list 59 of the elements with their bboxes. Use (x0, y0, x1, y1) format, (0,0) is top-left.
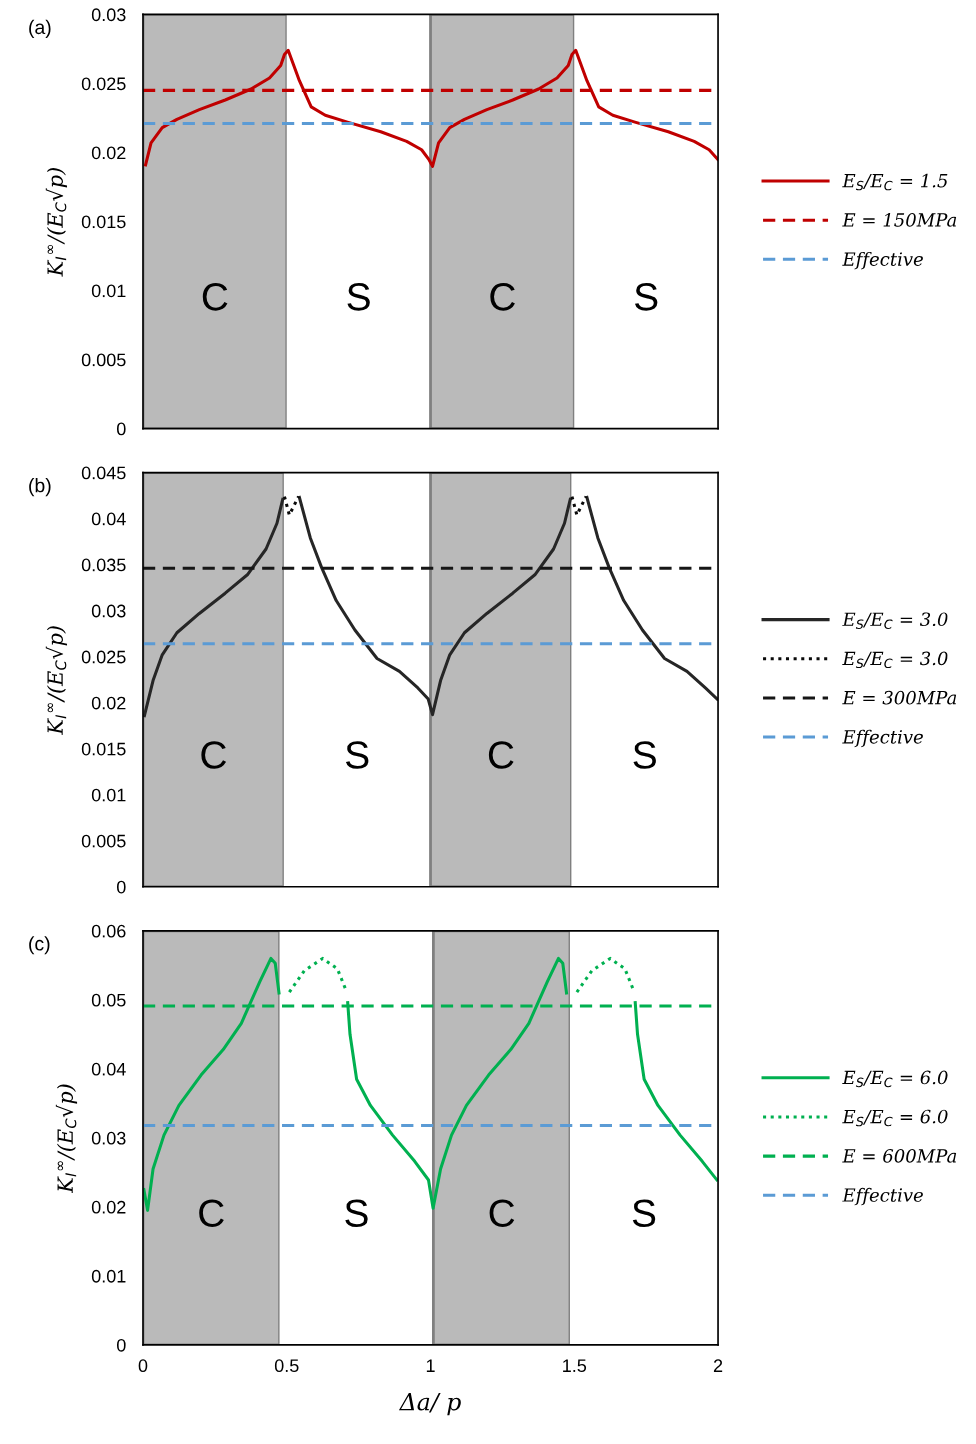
y-axis-title: K$_{I}$$^{∞}$/(E$_{C}$√p) (45, 168, 68, 277)
text: (b) (29, 478, 51, 497)
y-axis-title: K$_{I}$$^{∞}$/(E$_{C}$√p) (55, 1084, 78, 1194)
x-axis-title: Δa/ p (398, 1393, 461, 1416)
y-tick-label: 0.025 (81, 650, 126, 664)
text: (c) (29, 936, 50, 955)
band-label: C (202, 283, 228, 311)
legend-label: Effective (842, 729, 923, 748)
x-tick-label: 2 (713, 1359, 723, 1372)
legend-label: E = 300MPa (842, 690, 957, 705)
band-label: C (199, 1199, 224, 1227)
band-label: S (633, 741, 656, 769)
band-label: S (632, 1199, 656, 1227)
y-tick-label: 0.02 (91, 1200, 126, 1214)
legend-label: E$_{S}$/E$_{C}$ = 6.0 (842, 1109, 948, 1127)
y-tick-label: 0.03 (91, 1131, 126, 1145)
legend-label: E$_{S}$/E$_{C}$ = 3.0 (842, 612, 948, 629)
legend-label: E$_{S}$/E$_{C}$ = 1.5 (842, 173, 948, 191)
y-tick-label: 0.06 (91, 924, 126, 938)
y-tick-label: 0.015 (81, 742, 126, 756)
y-tick-label: 0.02 (91, 696, 126, 710)
x-tick-label: 1.5 (563, 1359, 587, 1373)
y-tick-label: 0.03 (91, 8, 126, 22)
band-label: S (347, 283, 370, 311)
y-tick-label: 0 (116, 1338, 126, 1352)
y-tick-label: 0 (116, 880, 126, 894)
y-axis-title: K$_{I}$$^{∞}$/(E$_{C}$√p) (45, 626, 68, 735)
y-tick-label: 0.005 (81, 834, 126, 848)
band-label: C (201, 741, 226, 769)
band-label: C (490, 283, 515, 311)
y-tick-label: 0.05 (91, 993, 126, 1007)
band-label: C (489, 1199, 515, 1227)
y-tick-label: 0.02 (91, 146, 126, 160)
y-tick-label: 0.01 (91, 284, 126, 298)
legend-label: E = 600MPa (842, 1149, 957, 1163)
x-tick-label: 1 (426, 1359, 435, 1372)
y-tick-label: 0.04 (91, 1062, 126, 1076)
x-tick-label: 0 (138, 1359, 148, 1373)
y-tick-label: 0.03 (91, 604, 126, 618)
band-label: S (345, 1199, 368, 1227)
y-tick-label: 0.005 (81, 353, 126, 367)
y-tick-label: 0.025 (81, 77, 126, 91)
band-label: C (488, 741, 514, 769)
y-tick-label: 0.04 (91, 512, 126, 526)
legend-label: Effective (842, 1187, 923, 1206)
y-tick-label: 0.045 (81, 466, 126, 480)
band-label: S (345, 741, 369, 769)
legend-label: Effective (842, 251, 923, 270)
y-tick-label: 0 (116, 422, 126, 436)
y-tick-label: 0.035 (81, 558, 126, 572)
text: (a) (29, 19, 51, 38)
legend-label: E$_{S}$/E$_{C}$ = 6.0 (842, 1070, 948, 1088)
legend-label: E$_{S}$/E$_{C}$ = 3.0 (842, 651, 948, 669)
y-tick-label: 0.01 (91, 1269, 126, 1283)
legend-label: E = 150MPa (842, 213, 957, 227)
x-tick-label: 0.5 (274, 1359, 299, 1373)
y-tick-label: 0.01 (91, 788, 126, 802)
y-tick-label: 0.015 (81, 215, 126, 229)
band-label: S (634, 283, 658, 311)
